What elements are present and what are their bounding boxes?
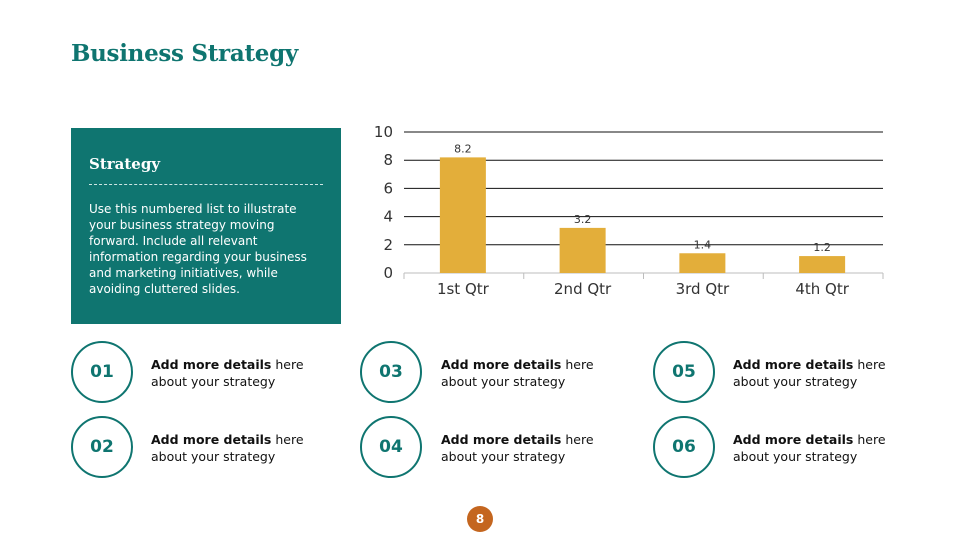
number-label: 02	[90, 437, 114, 457]
x-tick-label: 3rd Qtr	[676, 280, 730, 298]
item-text-01: Add more details here about your strategy	[151, 357, 304, 390]
number-label: 05	[672, 362, 696, 382]
y-tick-label: 6	[383, 179, 393, 197]
bar	[679, 253, 726, 273]
item-bold: Add more details	[733, 432, 854, 447]
y-tick-label: 2	[383, 236, 393, 254]
y-tick-label: 4	[383, 208, 393, 226]
x-tick-label: 2nd Qtr	[554, 280, 612, 298]
number-circle-02: 02	[71, 416, 133, 478]
item-line2: about your strategy	[151, 373, 276, 389]
number-circle-06: 06	[653, 416, 715, 478]
strategy-body: Use this numbered list to illustrate you…	[89, 202, 307, 296]
x-tick-label: 4th Qtr	[795, 280, 849, 298]
item-text-05: Add more details here about your strategy	[733, 357, 886, 390]
page-number-badge: 8	[467, 506, 493, 532]
y-tick-label: 8	[383, 151, 393, 169]
item-line2: about your strategy	[733, 448, 858, 464]
x-tick-label: 1st Qtr	[437, 280, 490, 298]
strategy-heading: Strategy	[89, 155, 161, 173]
item-bold: Add more details	[733, 357, 854, 372]
number-circle-03: 03	[360, 341, 422, 403]
item-line2: about your strategy	[733, 373, 858, 389]
item-text-04: Add more details here about your strategy	[441, 432, 594, 465]
divider	[89, 184, 323, 185]
item-bold: Add more details	[151, 432, 272, 447]
item-rest: here	[561, 432, 594, 447]
item-rest: here	[853, 357, 886, 372]
item-rest: here	[853, 432, 886, 447]
number-circle-01: 01	[71, 341, 133, 403]
item-rest: here	[271, 357, 304, 372]
item-text-03: Add more details here about your strategy	[441, 357, 594, 390]
y-tick-label: 10	[374, 123, 393, 141]
number-label: 04	[379, 437, 403, 457]
number-label: 01	[90, 362, 114, 382]
item-text-06: Add more details here about your strategy	[733, 432, 886, 465]
item-rest: here	[271, 432, 304, 447]
data-label: 3.2	[574, 213, 592, 226]
strategy-panel: Strategy Use this numbered list to illus…	[71, 128, 341, 324]
item-bold: Add more details	[151, 357, 272, 372]
y-tick-label: 0	[383, 264, 393, 282]
data-label: 8.2	[454, 142, 472, 155]
item-rest: here	[561, 357, 594, 372]
item-line2: about your strategy	[441, 373, 566, 389]
bar	[439, 157, 486, 273]
number-label: 06	[672, 437, 696, 457]
item-text-02: Add more details here about your strategy	[151, 432, 304, 465]
bar	[799, 256, 846, 273]
item-line2: about your strategy	[441, 448, 566, 464]
data-label: 1.4	[694, 238, 712, 251]
page-title: Business Strategy	[71, 40, 298, 67]
item-bold: Add more details	[441, 432, 562, 447]
bar	[559, 227, 606, 273]
number-circle-05: 05	[653, 341, 715, 403]
number-label: 03	[379, 362, 403, 382]
number-circle-04: 04	[360, 416, 422, 478]
item-line2: about your strategy	[151, 448, 276, 464]
bar-chart: 0 2 4 6 8 10 8.2 1st Qtr 3.2 2nd Qtr 1.4 3rd Qtr 1.2…	[374, 123, 884, 298]
data-label: 1.2	[813, 241, 831, 254]
item-bold: Add more details	[441, 357, 562, 372]
